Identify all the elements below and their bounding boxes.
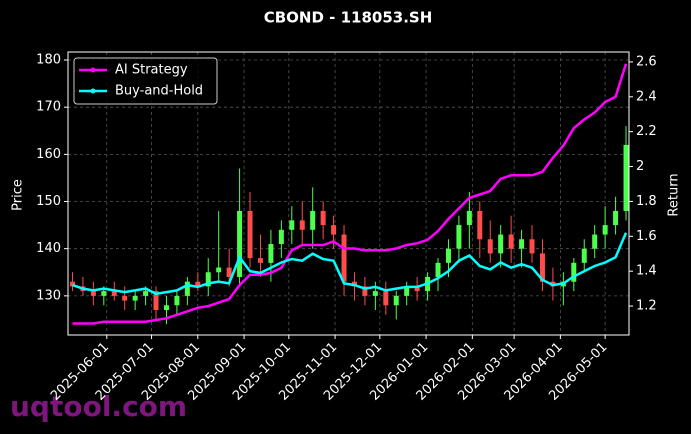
watermark: uqtool.com (10, 390, 187, 423)
candle-body (268, 243, 274, 263)
candle-body (539, 253, 545, 282)
candle-body (477, 210, 483, 240)
candle-body (623, 144, 629, 211)
candle-body (257, 258, 263, 263)
y2-tick-label: 2 (636, 159, 644, 174)
legend-marker (90, 67, 96, 73)
candle-body (331, 225, 337, 235)
candle-body (341, 234, 347, 282)
candle-body (414, 286, 420, 292)
candle-body (362, 286, 368, 296)
legend-marker (90, 88, 96, 94)
candle-body (163, 305, 169, 311)
legend-label: Buy-and-Hold (115, 84, 203, 99)
y2-tick-label: 1.2 (636, 299, 657, 314)
candle-body (184, 281, 190, 296)
y-tick-label: 140 (36, 241, 61, 256)
candle-body (174, 295, 180, 306)
candle-body (372, 291, 378, 296)
y-tick-label: 180 (36, 53, 61, 68)
candle-body (456, 225, 462, 249)
y-tick-label: 130 (36, 288, 61, 303)
candle-body (498, 234, 504, 254)
y2-tick-label: 1.6 (636, 229, 657, 244)
legend-box (73, 57, 218, 105)
y-tick-label: 160 (36, 147, 61, 162)
candle-body (581, 248, 587, 263)
candle-body (393, 295, 399, 306)
y2-axis-label: Return (667, 173, 682, 216)
candle-body (143, 291, 149, 296)
candle-body (404, 286, 410, 296)
candle-body (519, 239, 525, 249)
candle-body (111, 291, 117, 296)
candle-body (508, 234, 514, 249)
candle-body (320, 210, 326, 226)
plot-area (68, 52, 629, 335)
y-tick-label: 150 (36, 194, 61, 209)
candle-body (153, 291, 159, 311)
candle-body (602, 225, 608, 235)
y2-tick-label: 2.6 (636, 54, 657, 69)
candle-body (299, 220, 305, 230)
candle-body (310, 210, 316, 230)
candle-body (435, 262, 441, 277)
y-tick-label: 170 (36, 100, 61, 115)
candle-body (69, 281, 75, 287)
candle-body (289, 220, 295, 230)
plot-frame (67, 51, 630, 336)
candle-body (132, 295, 138, 301)
candle-body (278, 229, 284, 244)
candle-body (592, 234, 598, 249)
candle-body (466, 210, 472, 226)
candle-body (101, 291, 107, 296)
candle-body (487, 239, 493, 254)
candle-body (529, 239, 535, 254)
candle-body (237, 210, 243, 277)
y-axis-label: Price (11, 179, 26, 211)
candle-body (571, 262, 577, 282)
candle-body (226, 267, 232, 277)
candle-body (195, 281, 201, 287)
y2-tick-label: 1.8 (636, 194, 657, 209)
y2-tick-label: 2.2 (636, 124, 657, 139)
candle-body (90, 291, 96, 296)
y2-tick-label: 2.4 (636, 89, 657, 104)
candle-body (383, 291, 389, 306)
candle-body (445, 248, 451, 263)
legend-label: AI Strategy (115, 63, 188, 78)
chart-title: CBOND - 118053.SH (264, 9, 433, 27)
candle-body (216, 267, 222, 273)
series-line (72, 63, 628, 325)
series-line (72, 232, 628, 296)
candle-body (247, 210, 253, 259)
candle-body (122, 295, 128, 301)
candle-body (205, 272, 211, 287)
candle-body (613, 210, 619, 226)
y2-tick-label: 1.4 (636, 264, 657, 279)
